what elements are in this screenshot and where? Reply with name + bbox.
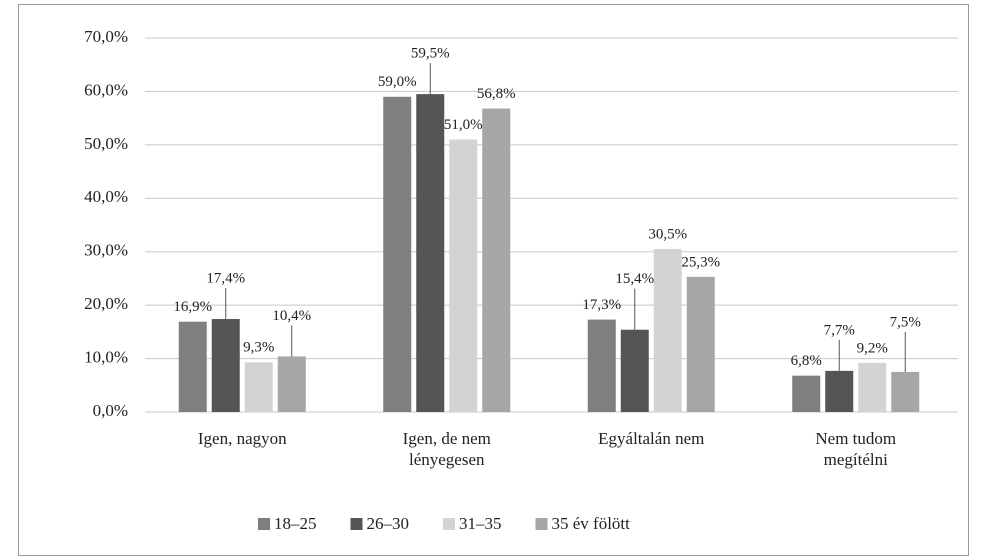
data-label: 59,0%	[378, 74, 417, 90]
x-tick-label: Igen, nagyon	[197, 429, 287, 448]
x-tick-label: Nem tudom megítélni	[815, 429, 897, 469]
y-tick-label: 70,0%	[84, 27, 128, 46]
bar	[653, 249, 682, 412]
bar	[620, 329, 649, 412]
x-tick-label: Igen, de nem lényegesen	[402, 429, 491, 469]
data-label: 17,4%	[206, 270, 245, 286]
chart-frame	[18, 4, 969, 556]
y-tick-label: 30,0%	[84, 241, 128, 260]
y-tick-label: 0,0%	[93, 401, 128, 420]
data-label: 56,8%	[477, 86, 516, 102]
x-tick-label: Egyáltalán nem	[598, 429, 705, 448]
bar	[587, 319, 616, 412]
data-label: 9,2%	[857, 340, 888, 356]
data-label: 6,8%	[791, 353, 822, 369]
legend-label: 31–35	[459, 514, 502, 533]
y-tick-label: 20,0%	[84, 294, 128, 313]
data-label: 30,5%	[648, 226, 687, 242]
legend-swatch	[350, 518, 363, 530]
data-label: 17,3%	[582, 297, 621, 313]
y-tick-label: 40,0%	[84, 187, 128, 206]
bar	[891, 371, 920, 412]
bar	[792, 375, 821, 412]
data-label: 7,7%	[824, 322, 855, 338]
data-label: 7,5%	[890, 314, 921, 330]
legend-swatch	[443, 518, 455, 530]
data-label: 51,0%	[444, 117, 483, 133]
data-label: 9,3%	[243, 340, 274, 356]
data-label: 25,3%	[681, 254, 720, 270]
y-tick-label: 10,0%	[84, 347, 128, 366]
bar	[825, 370, 854, 412]
data-label: 16,9%	[173, 299, 212, 315]
legend-label: 18–25	[274, 514, 317, 533]
bar	[686, 276, 715, 412]
data-label: 10,4%	[272, 308, 311, 324]
bar	[858, 362, 887, 412]
legend-label: 35 év fölött	[552, 514, 631, 533]
y-tick-label: 60,0%	[84, 80, 128, 99]
bar	[416, 94, 445, 412]
bar	[449, 139, 478, 412]
data-label: 59,5%	[411, 46, 450, 62]
bar	[277, 356, 306, 412]
bar	[211, 319, 240, 412]
y-tick-label: 50,0%	[84, 134, 128, 153]
bar	[244, 362, 273, 412]
legend-swatch	[535, 518, 548, 530]
legend-label: 26–30	[367, 514, 410, 533]
legend-swatch	[258, 518, 270, 530]
data-label: 15,4%	[615, 271, 654, 287]
bar	[383, 96, 412, 413]
bar	[482, 108, 511, 413]
bar	[178, 321, 207, 412]
